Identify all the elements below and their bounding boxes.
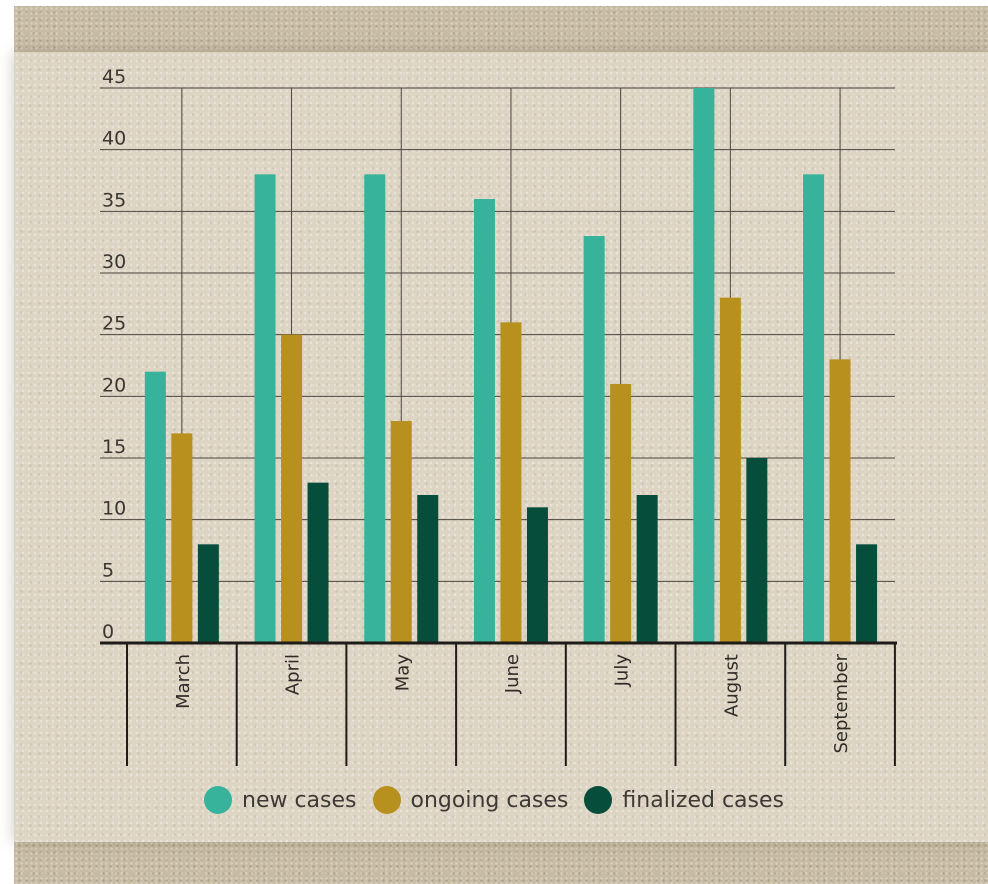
bar-finalized-cases-march [197, 544, 219, 643]
bar-ongoing-cases-august [719, 297, 741, 643]
bar-new-cases-june [473, 199, 495, 643]
x-tick-label: May [392, 654, 413, 692]
bar-new-cases-august [693, 88, 715, 643]
legend-swatch [584, 786, 613, 814]
y-tick-label: 45 [102, 66, 126, 88]
legend-label: ongoing cases [410, 787, 569, 813]
bar-finalized-cases-august [746, 458, 768, 643]
x-tick-label: June [502, 654, 523, 694]
bar-ongoing-cases-july [610, 384, 632, 643]
legend: new cases ongoing cases finalized cases [0, 786, 988, 814]
bar-ongoing-cases-september [829, 359, 851, 643]
bar-ongoing-cases-march [171, 433, 193, 643]
bar-new-cases-may [364, 174, 386, 644]
x-tick-label: March [173, 654, 194, 709]
bar-new-cases-april [254, 174, 276, 644]
legend-item: ongoing cases [372, 786, 569, 814]
legend-swatch [204, 786, 232, 814]
bar-finalized-cases-july [636, 495, 658, 643]
bar-finalized-cases-may [417, 495, 439, 643]
legend-item: finalized cases [584, 786, 784, 814]
legend-label: finalized cases [622, 787, 784, 813]
y-tick-label: 20 [102, 374, 126, 396]
bar-new-cases-july [583, 236, 605, 643]
y-tick-label: 15 [102, 436, 126, 458]
bar-finalized-cases-june [526, 507, 548, 643]
y-tick-label: 40 [102, 128, 126, 150]
y-tick-label: 10 [102, 498, 126, 520]
bar-new-cases-september [803, 174, 825, 644]
y-tick-label: 25 [102, 313, 126, 335]
x-tick-label: August [721, 654, 742, 717]
bar-finalized-cases-september [856, 544, 878, 643]
bar-ongoing-cases-june [500, 322, 522, 643]
y-tick-label: 30 [102, 251, 126, 273]
y-tick-label: 5 [102, 559, 114, 581]
bar-ongoing-cases-may [390, 421, 412, 643]
bar-finalized-cases-april [307, 482, 329, 643]
y-tick-label: 35 [102, 189, 126, 211]
bar-ongoing-cases-april [281, 334, 303, 643]
x-tick-label: July [612, 654, 633, 688]
legend-label: new cases [242, 787, 357, 813]
legend-item: new cases [204, 786, 357, 814]
x-tick-label: September [831, 653, 852, 753]
x-tick-label: April [283, 654, 304, 695]
y-tick-label: 0 [102, 621, 114, 643]
bar-new-cases-march [144, 371, 166, 643]
legend-swatch [372, 786, 401, 814]
